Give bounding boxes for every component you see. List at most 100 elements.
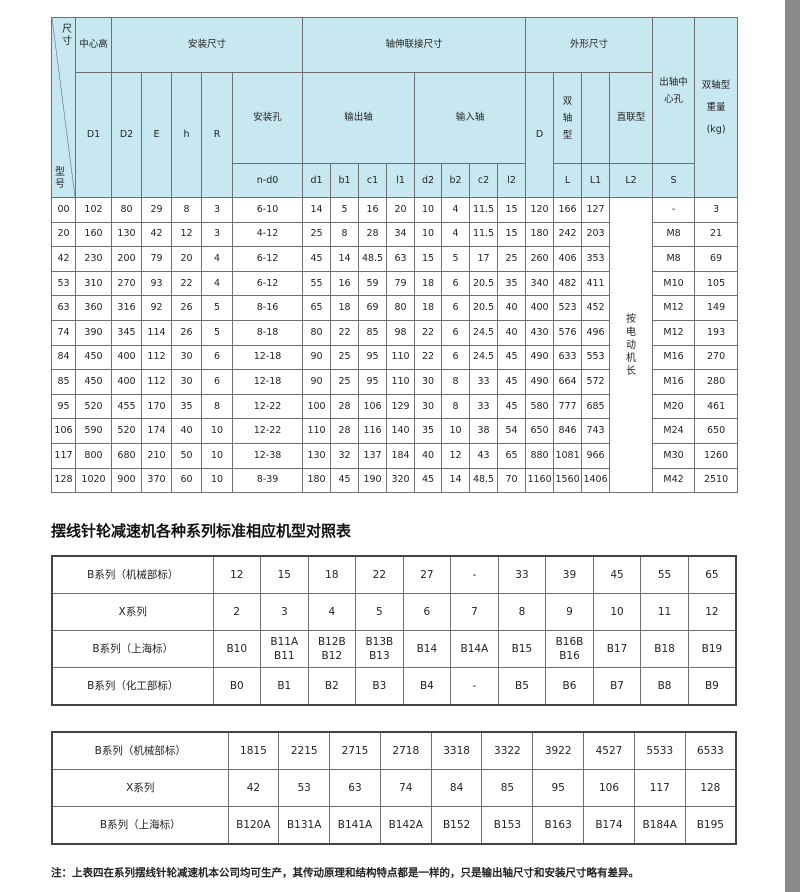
table-cell: 29 bbox=[141, 197, 172, 223]
table-cell: 1260 bbox=[694, 442, 739, 469]
comparison-cell: B0 bbox=[212, 667, 262, 706]
table-cell: 80 bbox=[111, 197, 142, 223]
table-cell: 6 bbox=[441, 319, 471, 346]
table-cell: 572 bbox=[581, 369, 611, 395]
comparison-cell: B120A bbox=[227, 806, 280, 845]
table-cell: 10 bbox=[201, 467, 233, 494]
header-R: R bbox=[201, 72, 233, 198]
table-cell: 70 bbox=[497, 467, 527, 494]
table-cell: 110 bbox=[386, 344, 416, 371]
table-cell: 65 bbox=[302, 295, 332, 321]
table-cell: 26 bbox=[171, 295, 202, 321]
table-row: 63 360 316 92 26 5 8-16 65 18 69 80 18 6 20.5 40 400 523… bbox=[51, 295, 739, 321]
table-cell: 280 bbox=[694, 369, 739, 395]
table-cell: 16 bbox=[358, 197, 388, 223]
header-unit-l: L bbox=[553, 163, 583, 198]
footnote: 注：上表四在系列摆线针轮减速机本公司均可生产，其传动原理和结构特点都是一样的，只… bbox=[51, 867, 639, 879]
comparison-row: B系列（上海标） B10 B11A B11 B12B B12 B13B B13 B14 B1… bbox=[51, 630, 737, 668]
table-cell: 45 bbox=[414, 467, 443, 494]
table-cell: 20.5 bbox=[469, 270, 499, 297]
table-cell: 6 bbox=[441, 270, 471, 297]
corner-header: 尺寸 型号 bbox=[51, 17, 76, 198]
comparison-cell: B131A bbox=[278, 806, 331, 845]
table-cell: 400 bbox=[111, 369, 142, 395]
comparison-cell: 3322 bbox=[481, 731, 534, 770]
table-cell: 8 bbox=[441, 369, 471, 395]
table-cell: 90 bbox=[302, 344, 332, 371]
table-cell: 210 bbox=[141, 442, 172, 469]
table-cell: 55 bbox=[302, 270, 332, 297]
comparison-cell: B4 bbox=[402, 667, 452, 706]
table-cell: 1160 bbox=[525, 467, 555, 494]
table-cell: 22 bbox=[414, 319, 443, 346]
header-weight: 双轴型重量(kg) bbox=[694, 17, 739, 198]
comparison-cell: 12 bbox=[212, 555, 262, 594]
table-cell: 80 bbox=[386, 295, 416, 321]
comparison-cell: 15 bbox=[260, 555, 309, 594]
table-cell: 520 bbox=[75, 393, 112, 420]
table-cell: 496 bbox=[581, 319, 611, 346]
comparison-cell: 10 bbox=[592, 593, 642, 631]
table-cell: 450 bbox=[75, 344, 112, 371]
table-cell: 10 bbox=[414, 197, 443, 223]
table-cell: 166 bbox=[553, 197, 583, 223]
table-cell: 180 bbox=[525, 221, 555, 248]
table-cell: 12 bbox=[441, 442, 471, 469]
comparison-cell: 7 bbox=[450, 593, 499, 631]
table-cell: 45 bbox=[330, 467, 360, 494]
comparison-cell: 74 bbox=[379, 769, 432, 807]
comparison-cell: B16B B16 bbox=[545, 630, 594, 668]
table-cell: 10 bbox=[201, 418, 233, 444]
header-unit-d2: d2 bbox=[414, 163, 443, 198]
table-cell: 5 bbox=[330, 197, 360, 223]
comparison-cell: B19 bbox=[687, 630, 737, 668]
comparison-row: X系列 42 53 63 74 84 85 95 106 117 128 bbox=[51, 769, 737, 807]
comparison-table-1: B系列（机械部标） 12 15 18 22 27-33 39 45 55 65 X系列 2 3 4 5 6 7 8… bbox=[51, 555, 737, 706]
comparison-cell: 33 bbox=[497, 555, 547, 594]
table-cell: 110 bbox=[386, 369, 416, 395]
table-cell: 10 bbox=[441, 418, 471, 444]
table-cell: 105 bbox=[694, 270, 739, 297]
table-row: 84 450 400 112 30 6 12-18 90 25 95 110 22 6 24.5 45 490… bbox=[51, 344, 739, 371]
comparison-cell: 11 bbox=[640, 593, 689, 631]
table-cell: 4 bbox=[201, 270, 233, 297]
table-cell: 14 bbox=[330, 246, 360, 272]
table-cell: 33 bbox=[469, 369, 499, 395]
table-cell: 45 bbox=[497, 344, 527, 371]
table-cell: 137 bbox=[358, 442, 388, 469]
table-cell: 482 bbox=[553, 270, 583, 297]
table-cell: 1560 bbox=[553, 467, 583, 494]
comparison-cell: - bbox=[450, 667, 499, 706]
corner-top-label: 尺寸 bbox=[62, 24, 72, 47]
table-cell: 85 bbox=[51, 369, 76, 395]
table-cell: 25 bbox=[330, 369, 360, 395]
table-cell: M8 bbox=[652, 246, 696, 272]
comparison-cell: 2718 bbox=[379, 731, 432, 770]
table-cell: 680 bbox=[111, 442, 142, 469]
table-cell: 523 bbox=[553, 295, 583, 321]
table-cell: 90 bbox=[302, 369, 332, 395]
table-cell: 5 bbox=[201, 319, 233, 346]
comparison-cell: 9 bbox=[545, 593, 594, 631]
header-input-shaft: 输入轴 bbox=[414, 72, 527, 164]
table-cell: 74 bbox=[51, 319, 76, 346]
table-cell: M8 bbox=[652, 221, 696, 248]
table-cell: 114 bbox=[141, 319, 172, 346]
table-cell: 106 bbox=[358, 393, 388, 420]
header-mounting-hole: 安装孔 bbox=[231, 72, 304, 164]
table-cell: 800 bbox=[75, 442, 112, 469]
table-cell: 22 bbox=[330, 319, 360, 346]
comparison-cell: 39 bbox=[545, 555, 594, 594]
comparison-cell: 8 bbox=[497, 593, 547, 631]
table-cell: 3 bbox=[201, 221, 233, 248]
table-cell: 65 bbox=[497, 442, 527, 469]
table-cell: M42 bbox=[652, 467, 696, 494]
table-cell: 33 bbox=[469, 393, 499, 420]
table-cell: 4 bbox=[201, 246, 233, 272]
table-cell: 35 bbox=[414, 418, 443, 444]
header-blank bbox=[581, 72, 611, 164]
table-cell: 430 bbox=[525, 319, 555, 346]
table-cell: 190 bbox=[358, 467, 388, 494]
comparison-cell: B152 bbox=[430, 806, 483, 845]
table-cell: 743 bbox=[581, 418, 611, 444]
